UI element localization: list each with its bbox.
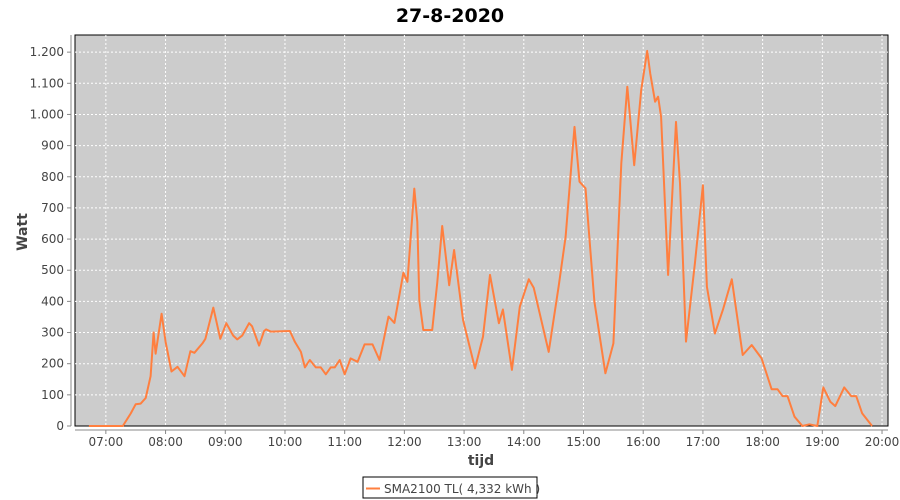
x-tick-label: 20:00 bbox=[865, 435, 900, 449]
y-tick-label: 200 bbox=[41, 357, 64, 371]
y-tick-label: 300 bbox=[41, 326, 64, 340]
y-tick-label: 900 bbox=[41, 139, 64, 153]
x-axis-label: tijd bbox=[468, 453, 494, 469]
y-tick-label: 400 bbox=[41, 294, 64, 308]
x-tick-label: 09:00 bbox=[208, 435, 243, 449]
x-tick-label: 10:00 bbox=[268, 435, 303, 449]
legend: SMA2100 TL( 4,332 kWh ) bbox=[362, 476, 540, 499]
y-tick-label: 800 bbox=[41, 170, 64, 184]
x-tick-label: 19:00 bbox=[805, 435, 840, 449]
x-tick-label: 15:00 bbox=[566, 435, 601, 449]
series-line bbox=[88, 49, 873, 427]
x-tick-label: 12:00 bbox=[387, 435, 422, 449]
series-lines bbox=[88, 49, 873, 427]
y-tick-label: 1.100 bbox=[30, 76, 64, 90]
y-tick-label: 1.200 bbox=[30, 45, 64, 59]
legend-entry: SMA2100 TL( 4,332 kWh ) bbox=[384, 482, 540, 496]
legend-box bbox=[362, 476, 538, 499]
plot-area bbox=[74, 34, 889, 427]
x-tick-label: 13:00 bbox=[447, 435, 482, 449]
gridlines bbox=[75, 35, 888, 426]
y-tick-label: 500 bbox=[41, 263, 64, 277]
x-tick-label: 17:00 bbox=[686, 435, 721, 449]
y-tick-label: 1.000 bbox=[30, 107, 64, 121]
y-axis: 0 100 200 300 400 500 600 700 800 900 1.000 1.100 1.… bbox=[30, 35, 72, 433]
y-tick-label: 600 bbox=[41, 232, 64, 246]
y-tick-label: 100 bbox=[41, 388, 64, 402]
chart-title: 27-8-2020 bbox=[396, 5, 504, 27]
x-tick-label: 14:00 bbox=[506, 435, 541, 449]
x-axis: 07:00 08:00 09:00 10:00 11:00 12:00 13:00 14:00… bbox=[75, 429, 900, 449]
x-tick-label: 16:00 bbox=[626, 435, 661, 449]
y-axis-label: Watt bbox=[15, 213, 31, 251]
x-tick-label: 07:00 bbox=[89, 435, 124, 449]
x-tick-label: 08:00 bbox=[148, 435, 183, 449]
x-tick-label: 11:00 bbox=[327, 435, 362, 449]
y-tick-label: 700 bbox=[41, 201, 64, 215]
x-tick-label: 18:00 bbox=[745, 435, 780, 449]
y-tick-label: 0 bbox=[56, 419, 64, 433]
